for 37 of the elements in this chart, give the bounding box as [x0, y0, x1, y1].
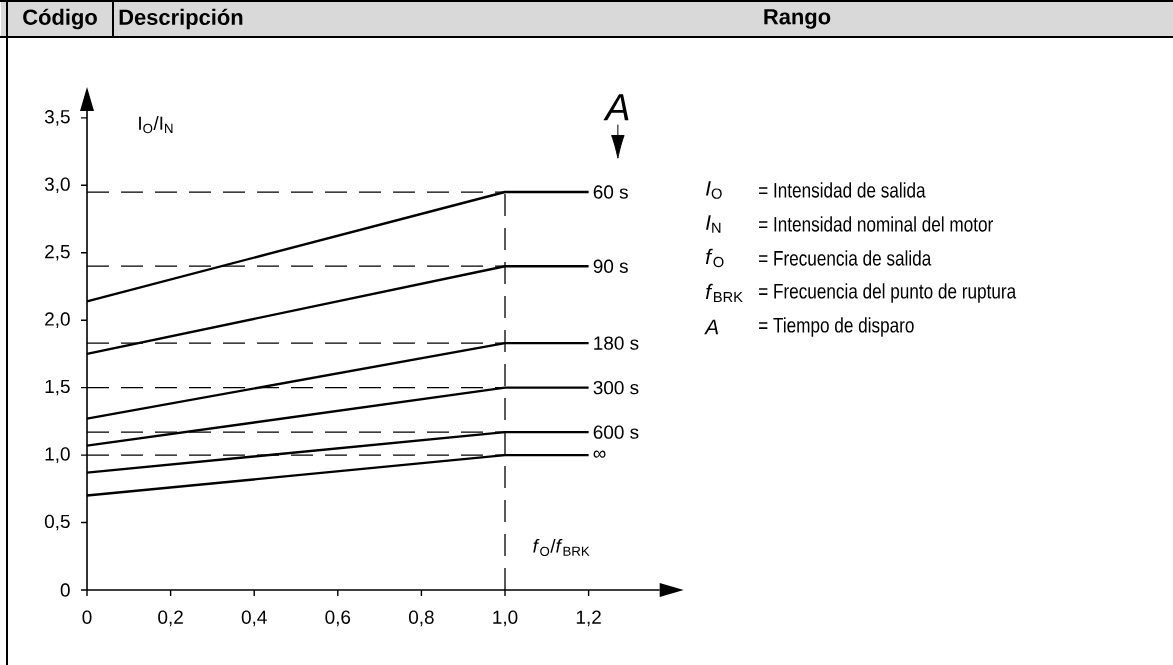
x-axis-title: f$_{O}$/f$_{BRK}$ [533, 538, 590, 557]
x-tick-label: 1,0 [493, 610, 518, 627]
series-label: 600 s [593, 425, 639, 439]
x-tick-label: 0 [82, 610, 92, 624]
text: I$_{O}$ [706, 181, 722, 199]
y-tick-label: 3,5 [44, 110, 70, 126]
text: Código [23, 8, 97, 30]
x-tick-label: 0,2 [158, 610, 183, 627]
y-tick-label: 1,0 [45, 447, 70, 463]
text: f$_{BRK}$ [705, 283, 743, 303]
text: = Frecuencia del punto de ruptura [759, 283, 1017, 303]
series-label: ∞ [593, 450, 606, 458]
text: Descripción [119, 8, 243, 30]
text: = Tiempo de disparo [759, 317, 914, 337]
y-tick-label: 1,5 [45, 379, 70, 396]
y-tick-label: 3,0 [44, 177, 70, 194]
x-tick-label: 0,4 [241, 610, 267, 627]
x-tick-label: 1,2 [576, 610, 601, 627]
annotation: A [603, 94, 629, 121]
text: = Frecuencia de salida [759, 250, 932, 266]
series-label: 90 s [593, 259, 628, 273]
text: f$_{O}$ [705, 248, 724, 268]
y-tick-label: 0,5 [44, 514, 70, 531]
series-label: 300 s [593, 380, 639, 395]
x-tick-label: 0,8 [408, 610, 434, 627]
y-axis-title: I$_{O}$/I$_{N}$ [139, 115, 173, 134]
text: = Intensidad de salida [759, 182, 926, 198]
series-label: 60 s [593, 185, 628, 199]
y-tick-label: 2,5 [45, 244, 70, 261]
x-tick-label: 0,6 [325, 610, 351, 627]
text: = Intensidad nominal del motor [759, 216, 993, 232]
series-label: 180 s [594, 336, 639, 350]
text: A [704, 319, 719, 335]
y-tick-label: 2,0 [45, 312, 70, 328]
text: I$_{N}$ [706, 215, 721, 233]
text: Rango [764, 9, 831, 29]
y-tick-label: 0 [60, 583, 70, 597]
